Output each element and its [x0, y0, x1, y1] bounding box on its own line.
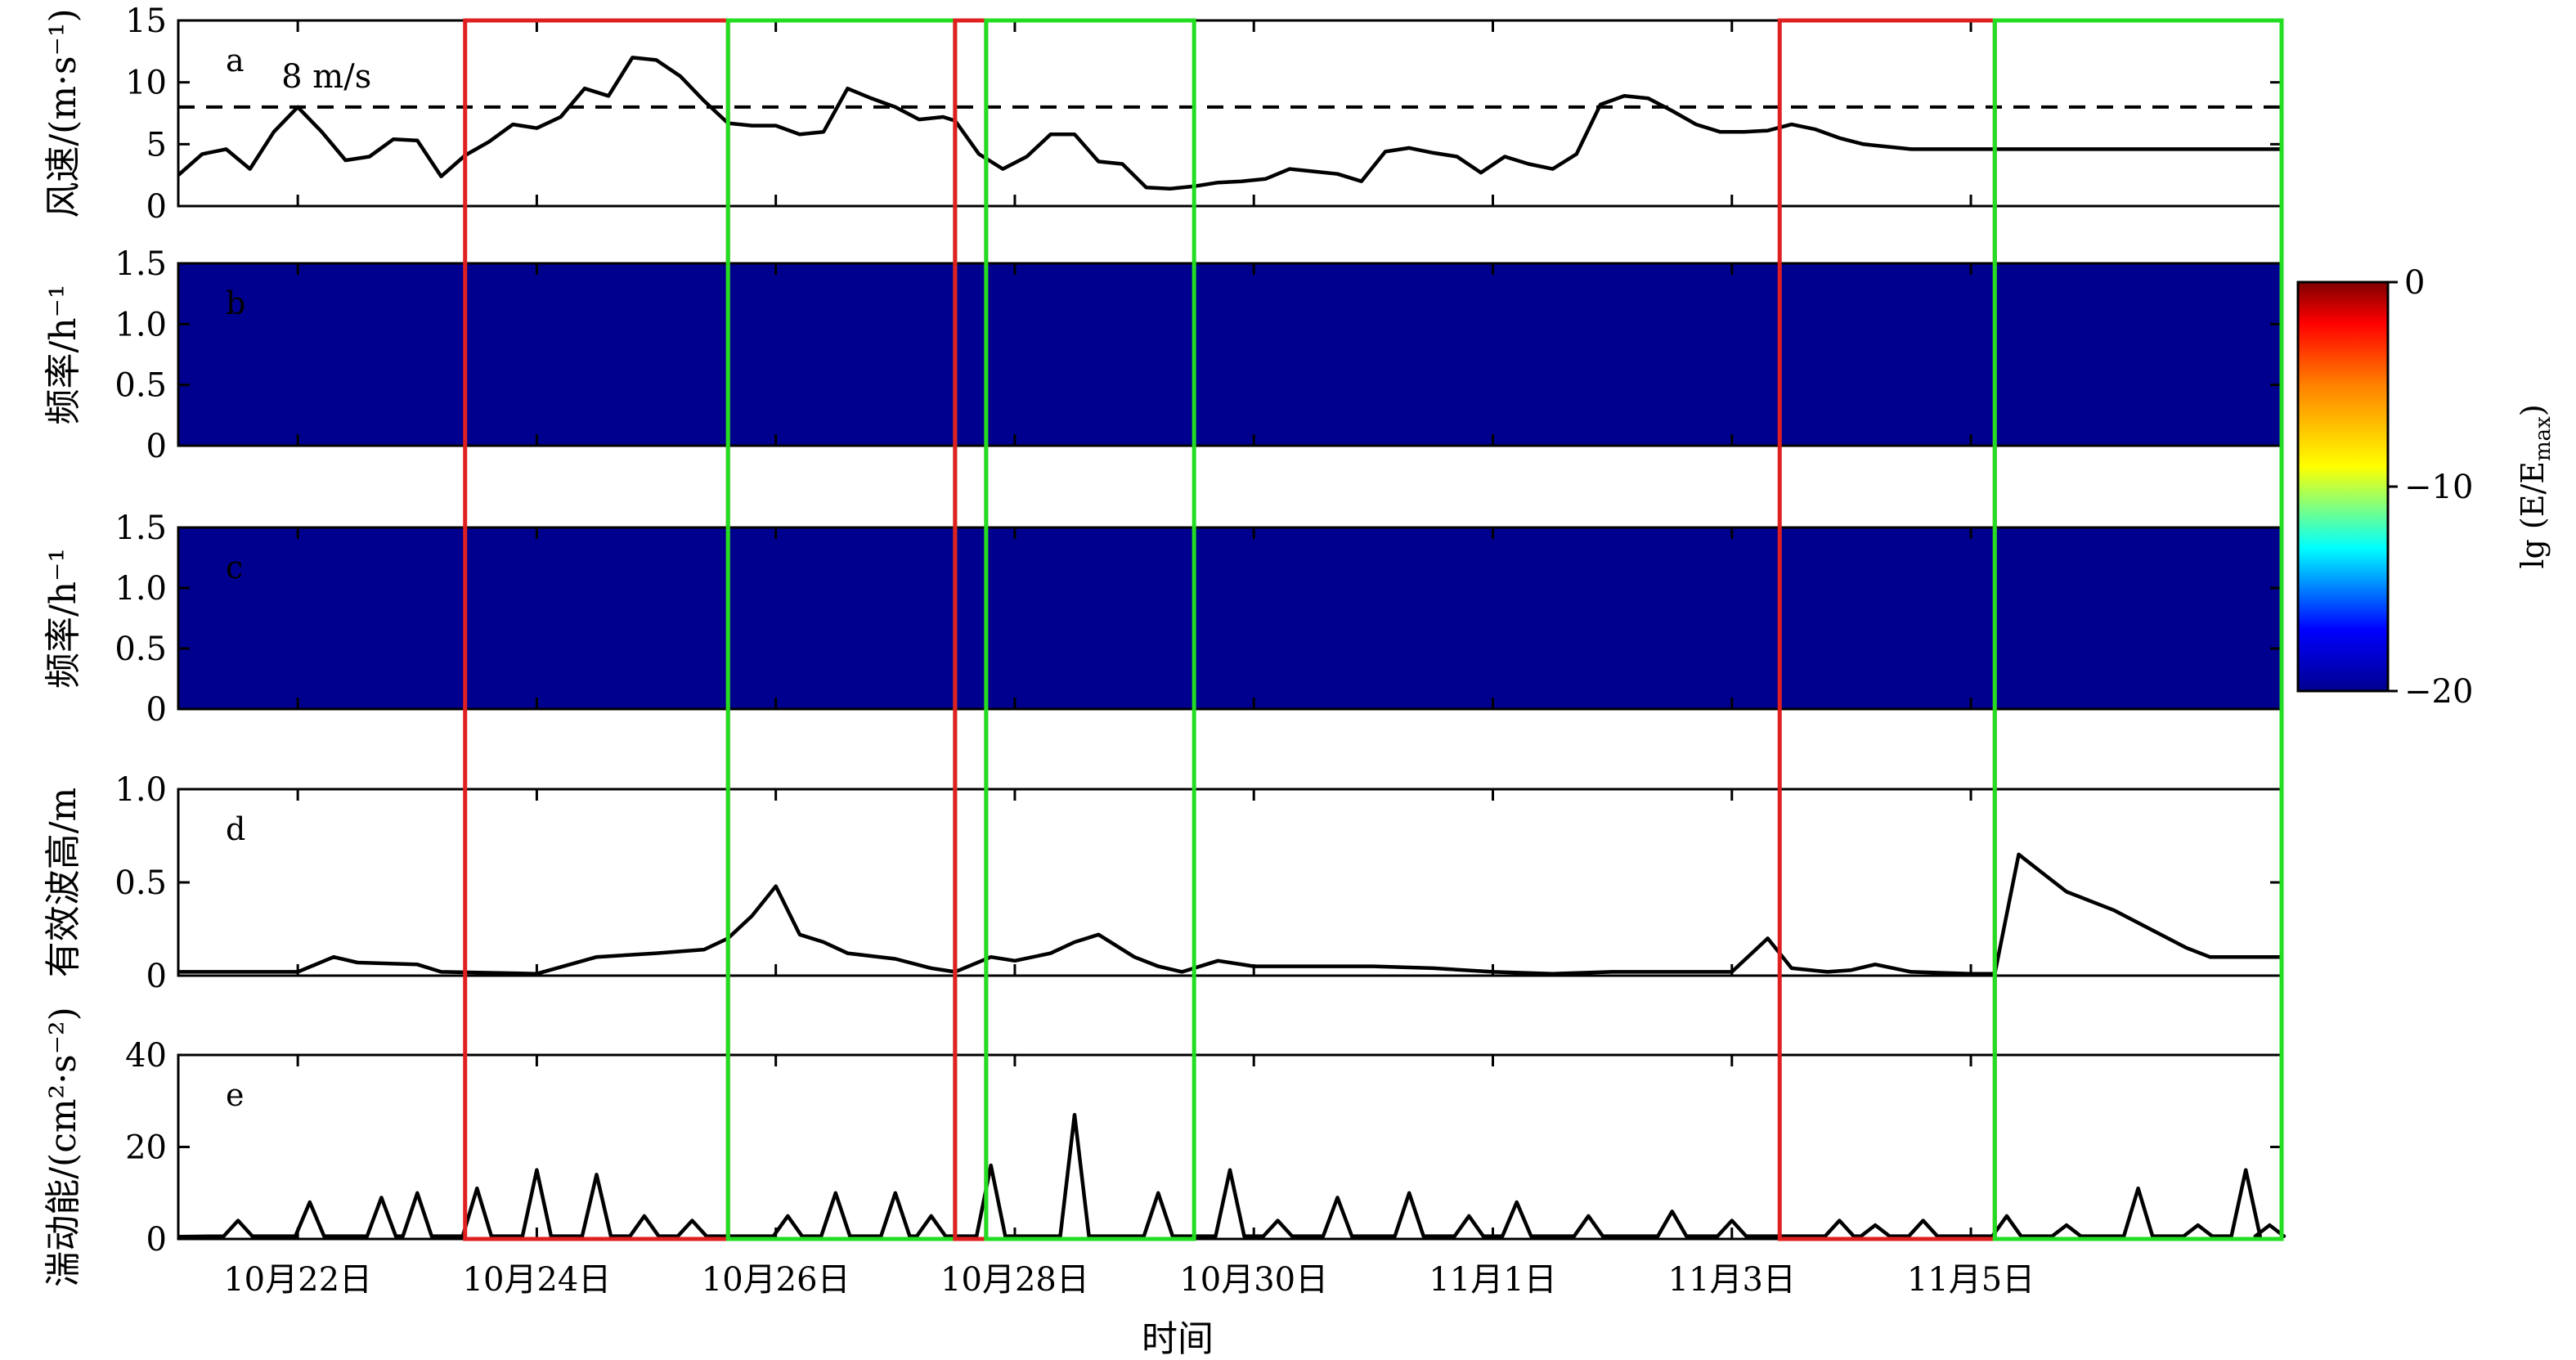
x-tick-label: 11月5日	[1907, 1261, 2035, 1299]
x-tick-label: 11月1日	[1429, 1261, 1556, 1299]
y-tick-label: 15	[125, 2, 167, 40]
highlight-windows	[463, 18, 2284, 1241]
panel-letter: d	[226, 811, 245, 847]
panel-d-wave-height: 0 0.5 1.0 d 有效波高/m	[43, 771, 2283, 995]
y-tick-label: 1.5	[114, 245, 167, 283]
series-line	[177, 56, 2282, 191]
spectrogram-background	[178, 263, 2282, 446]
series-line	[178, 852, 2282, 976]
spectrogram-background	[178, 527, 2282, 709]
colorbar: lg (E/Emax) 0 −10 −20	[2296, 264, 2556, 711]
panel-letter: e	[226, 1077, 245, 1113]
panel-c-spectrogram: 0 0.5 1.0 1.5 c 频率/h⁻¹	[43, 509, 2283, 729]
panel-a-wind-speed: 0 5 10 15 a 风速/(m·s⁻¹) 8 m/s	[43, 2, 2283, 226]
x-tick-label: 10月28日	[940, 1261, 1089, 1299]
y-tick-label: 10	[125, 65, 167, 102]
y-axis-label: 频率/h⁻¹	[43, 548, 84, 689]
y-tick-label: 1.0	[114, 570, 167, 608]
panel-b-spectrogram: 0 0.5 1.0 1.5 b 频率/h⁻¹	[43, 245, 2283, 465]
panel-letter: c	[226, 550, 243, 586]
y-tick-label: 0.5	[114, 631, 167, 668]
y-axis-label: 有效波高/m	[43, 788, 84, 978]
colorbar-tick-label: −20	[2404, 673, 2473, 711]
reference-line-label: 8 m/s	[281, 58, 371, 96]
panel-letter: b	[226, 285, 245, 321]
y-tick-label: 0.5	[114, 864, 167, 902]
y-tick-label: 1.0	[114, 771, 167, 809]
x-tick-labels: 10月22日 10月24日 10月26日 10月28日 10月30日 11月1日 11月3日…	[223, 1261, 2035, 1299]
x-axis-title: 时间	[1142, 1318, 1214, 1360]
x-tick-label: 10月22日	[223, 1261, 372, 1299]
y-tick-label: 0	[146, 428, 167, 465]
y-tick-label: 5	[146, 126, 167, 164]
axes-frame	[177, 19, 2283, 208]
x-tick-label: 10月24日	[463, 1261, 612, 1299]
panel-letter: a	[226, 43, 245, 79]
y-tick-label: 0	[146, 958, 167, 995]
x-tick-label: 10月26日	[702, 1261, 850, 1299]
y-tick-label: 0	[146, 1221, 167, 1259]
y-tick-label: 20	[125, 1129, 167, 1167]
series-line	[177, 1112, 2287, 1239]
y-axis-label: 频率/h⁻¹	[43, 284, 84, 424]
x-tick-label: 10月30日	[1179, 1261, 1328, 1299]
y-tick-label: 0	[146, 691, 167, 729]
axes-frame	[177, 1053, 2283, 1241]
colorbar-tick-label: 0	[2404, 264, 2425, 302]
colorbar-label-sub: max	[2531, 416, 2556, 461]
axes-frame	[177, 788, 2283, 977]
x-tick-label: 11月3日	[1668, 1261, 1796, 1299]
y-tick-label: 0	[146, 188, 167, 226]
y-tick-label: 40	[125, 1037, 167, 1075]
y-tick-label: 1.0	[114, 306, 167, 343]
colorbar-label: lg (E/Emax)	[2515, 404, 2556, 568]
highlight-window	[984, 18, 1196, 1241]
y-tick-label: 1.5	[114, 509, 167, 547]
y-tick-label: 0.5	[114, 367, 167, 405]
highlight-window	[1992, 18, 2284, 1241]
y-axis-label: 湍动能/(cm²·s⁻²)	[43, 1007, 84, 1287]
y-axis-label: 风速/(m·s⁻¹)	[43, 8, 84, 218]
panel-e-tke: 0 20 40 e 湍动能/(cm²·s⁻²)	[43, 1007, 2287, 1287]
colorbar-tick-label: −10	[2404, 469, 2473, 506]
